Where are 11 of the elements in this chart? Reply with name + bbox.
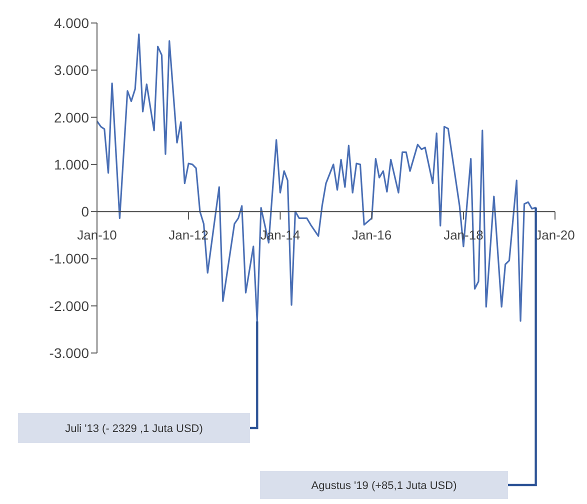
y-tick-label: 0 [81, 204, 90, 220]
text: Agustus '19 (+85,1 Juta USD) [311, 480, 457, 492]
y-tick-label: 2.000 [54, 109, 90, 126]
y-tick-label: 3.000 [54, 62, 90, 78]
y-tick-label: -1.000 [49, 250, 90, 267]
y-tick-label: 4.000 [54, 14, 90, 31]
y-tick-label: -2.000 [49, 298, 90, 314]
text: Juli '13 (- 2329 ,1 Juta USD) [65, 423, 203, 435]
y-tick-label: 1.000 [54, 156, 90, 172]
y-tick-label: -3.000 [49, 344, 90, 361]
x-tick-label: Jan-16 [352, 228, 392, 243]
